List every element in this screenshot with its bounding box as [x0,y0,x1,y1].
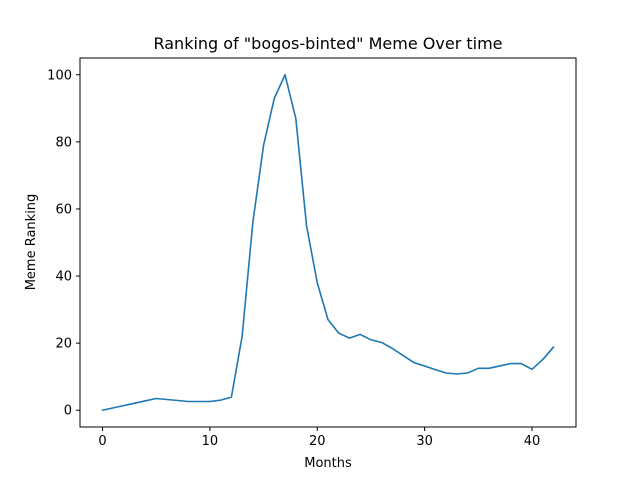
x-tick-label: 40 [524,434,541,449]
y-tick-label: 40 [55,270,72,285]
series-line-0 [101,73,555,412]
x-tick-label: 10 [202,434,219,449]
x-tick-label: 20 [309,434,326,449]
chart-title: Ranking of "bogos-binted" Meme Over time [153,34,502,53]
y-axis: 0 20 40 60 80 100 [47,68,80,419]
y-tick-label: 60 [55,202,72,217]
y-tick-label: 20 [55,337,72,352]
x-tick-label: 30 [416,434,433,449]
x-axis: 0 10 20 30 40 [98,427,540,449]
plot-area [79,57,577,428]
x-tick-label: 0 [98,434,106,449]
y-axis-label: Meme Ranking [24,194,39,291]
y-tick-label: 100 [47,68,72,83]
y-tick-label: 0 [64,404,72,419]
y-tick-label: 80 [55,135,72,150]
plot-frame [79,57,577,428]
x-axis-label: Months [304,456,352,471]
